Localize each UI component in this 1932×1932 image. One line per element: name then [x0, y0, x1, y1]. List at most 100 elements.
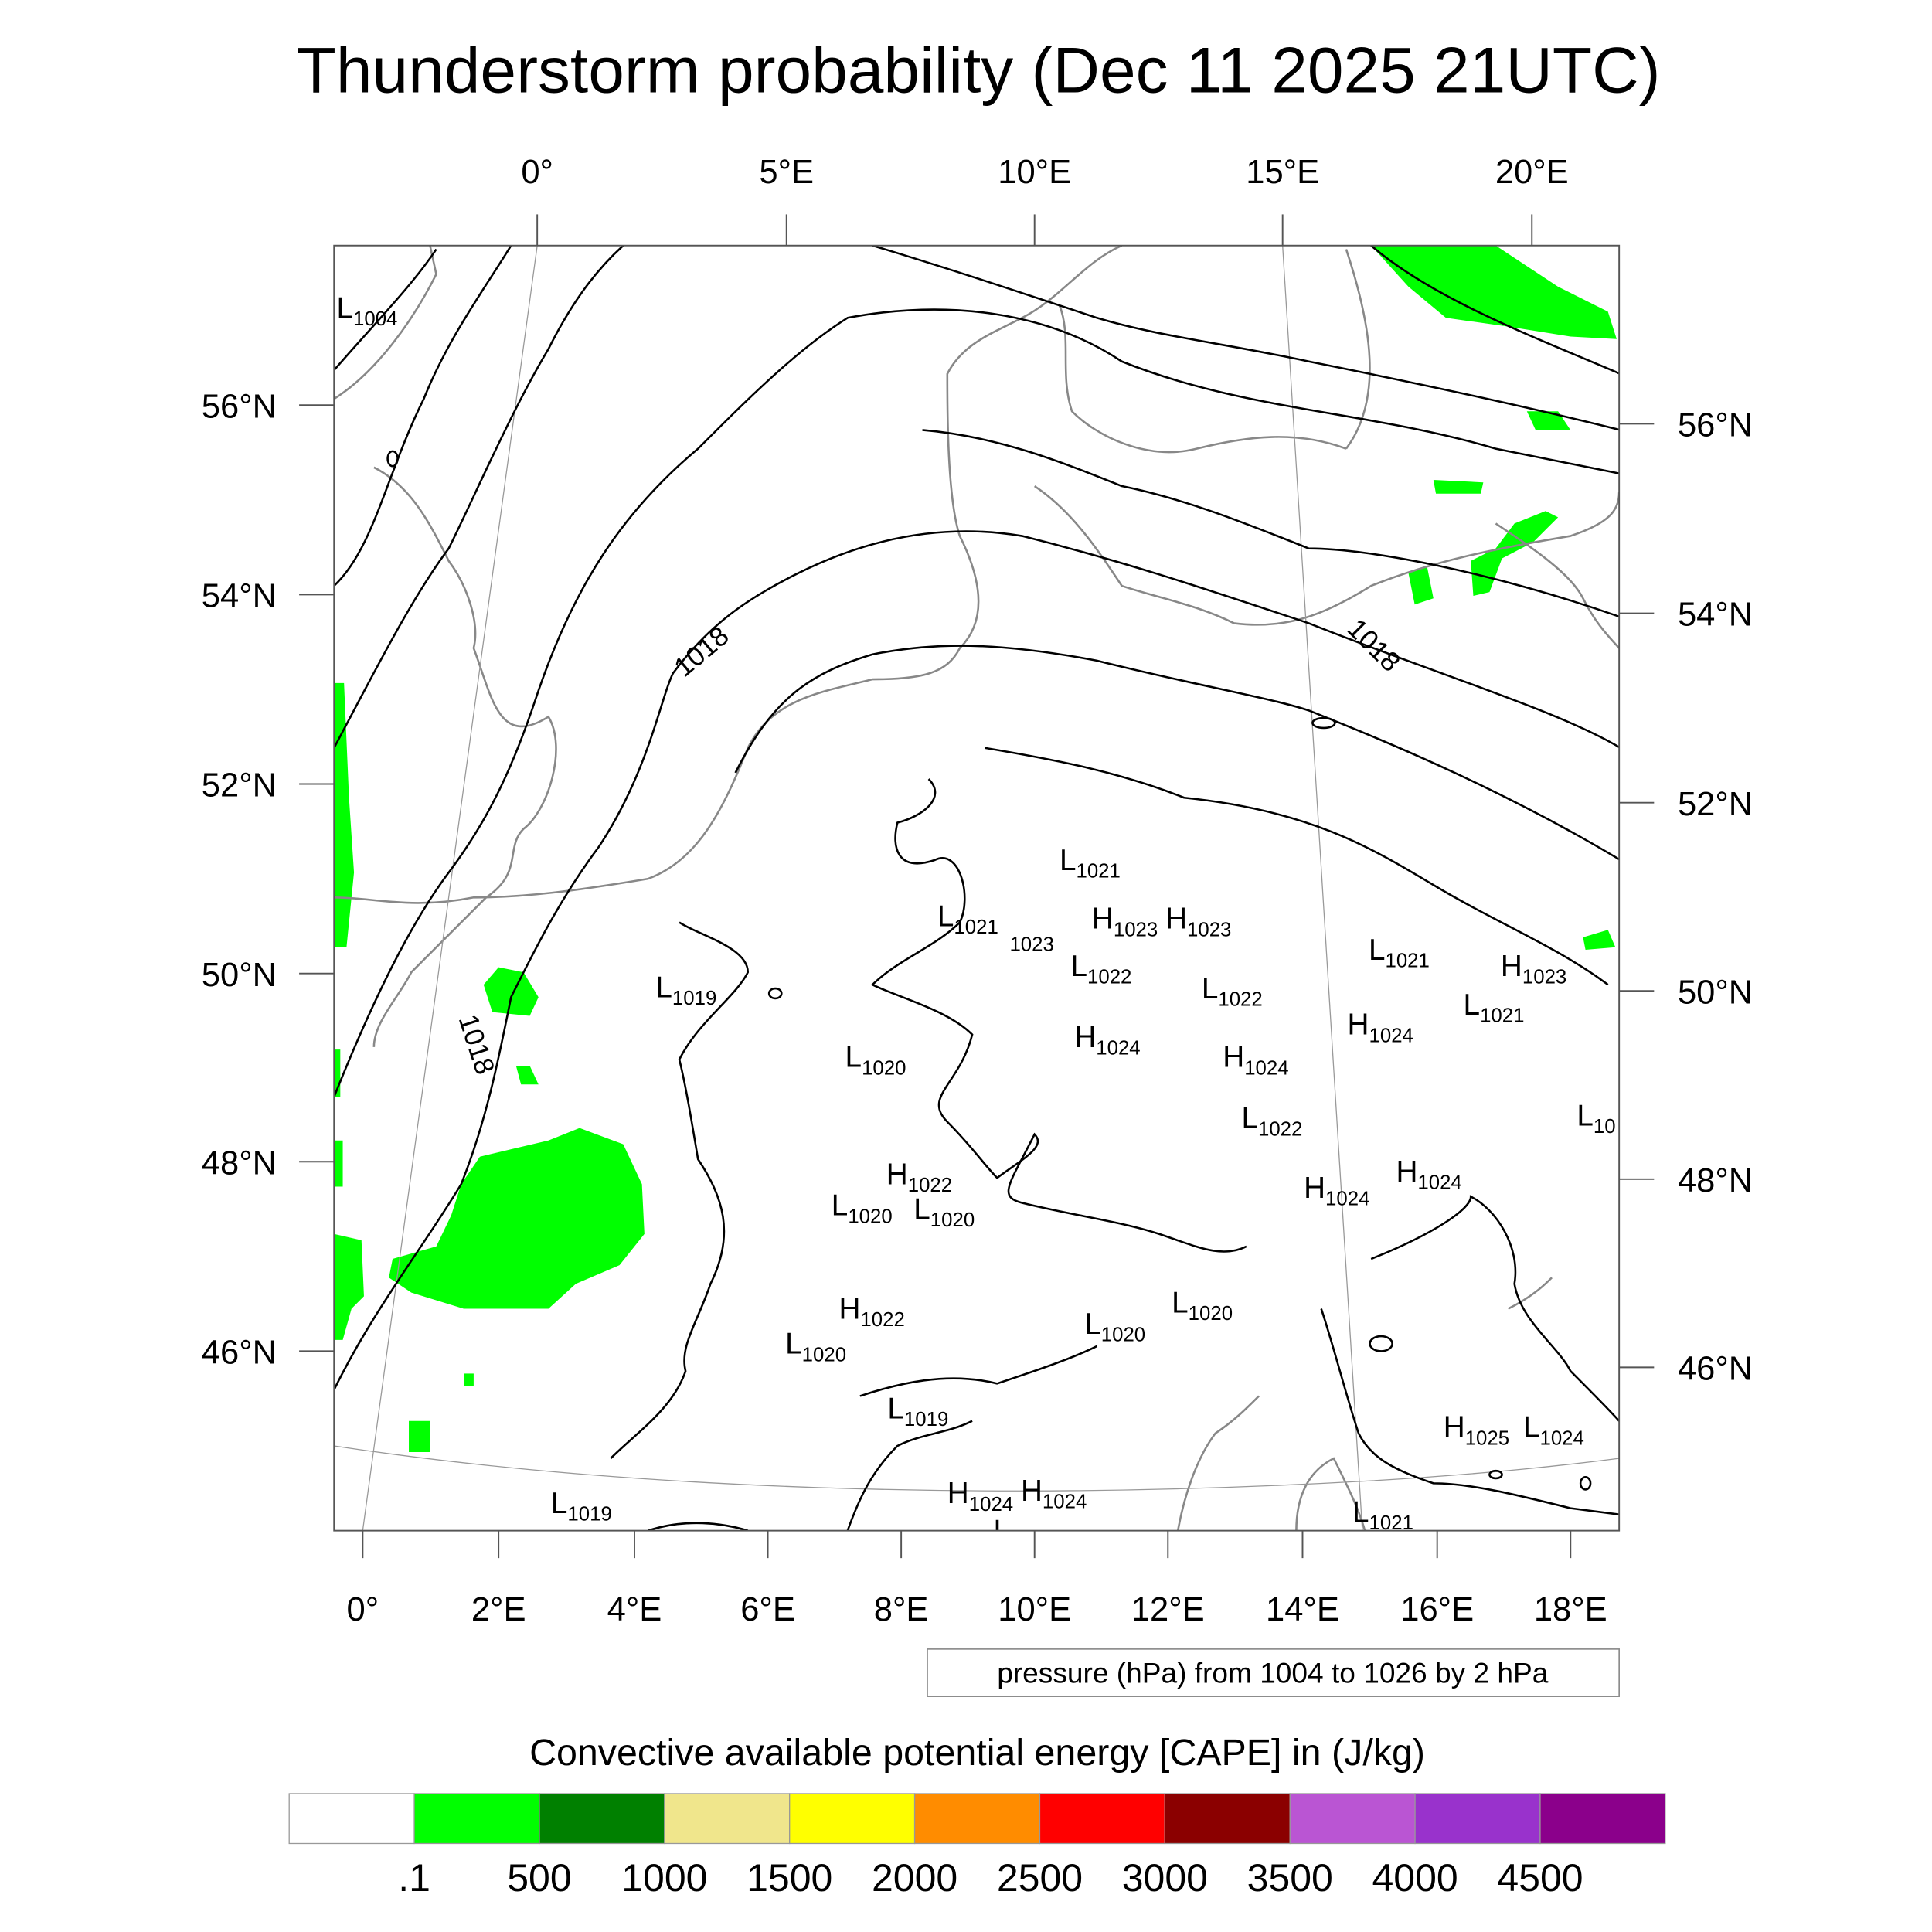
pressure-center-value: 1021 [1076, 860, 1120, 882]
pressure-center-value: 1022 [908, 1175, 952, 1196]
pressure-center-label: H1023 [1092, 903, 1158, 941]
pressure-center-type: L [993, 1515, 1010, 1548]
pressure-center-type: L [1070, 950, 1087, 983]
pressure-center-label: L1020 [785, 1328, 846, 1366]
left-lat-labels: 56°N 54°N 52°N 50°N 48°N 46°N [202, 388, 277, 1371]
lon-label: 5°E [759, 154, 814, 191]
lat-label: 50°N [202, 957, 277, 994]
pressure-center-value: 1022 [1087, 967, 1131, 988]
pressure-center-type: L [1369, 934, 1386, 967]
pressure-center-label: L1021 [1464, 988, 1525, 1027]
colorbar-label: .1 [398, 1856, 430, 1900]
pressure-center-label: L1020 [913, 1192, 975, 1231]
pressure-center-value: 1019 [904, 1409, 948, 1430]
pressure-center-label: L1020 [993, 1515, 1054, 1553]
lon-label: 16°E [1400, 1591, 1474, 1628]
pressure-center-type: H [1223, 1041, 1244, 1074]
contour-label: 1018 [453, 1011, 501, 1078]
cape-area [389, 1128, 645, 1309]
colorbar-label: 2000 [872, 1856, 957, 1900]
pressure-center-value: 1004 [353, 308, 397, 330]
colorbar: .1 500 1000 1500 2000 2500 3000 3500 4000 4500 [288, 1793, 1666, 1900]
top-lon-labels: 0° 5°E 10°E 15°E 20°E [521, 154, 1568, 191]
pressure-center-type: L [913, 1192, 930, 1226]
lon-label: 0° [347, 1591, 379, 1628]
pressure-center-value: 1020 [1101, 1324, 1145, 1345]
pressure-center-value: 1020 [1010, 1531, 1054, 1553]
colorbar-label: 1500 [747, 1856, 832, 1900]
lat-label: 56°N [202, 388, 277, 425]
pressure-center-type: L [1577, 1099, 1594, 1132]
pressure-center-label: L1022 [1202, 972, 1263, 1011]
pressure-center-label: L1004 [336, 291, 397, 330]
pressure-center-label: L1020 [832, 1189, 893, 1228]
contour-info-box: pressure (hPa) from 1004 to 1026 by 2 hP… [927, 1648, 1620, 1697]
pressure-center-type: L [845, 1041, 862, 1074]
pressure-center-value: 1023 [1009, 934, 1053, 956]
pressure-center-label: L1021 [937, 900, 998, 938]
pressure-center-label: 1023 [1009, 934, 1053, 956]
pressure-center-type: H [1074, 1021, 1096, 1054]
pressure-center-value: 1025 [1465, 1427, 1509, 1449]
pressure-center-type: H [1092, 903, 1114, 936]
colorbar-swatch [1414, 1793, 1541, 1845]
pressure-center-value: 1024 [1096, 1038, 1140, 1060]
pressure-center-label: L1019 [655, 971, 716, 1009]
lon-label: 2°E [471, 1591, 526, 1628]
coastlines [334, 245, 1620, 1531]
pressure-center-value: 1022 [860, 1309, 904, 1331]
isobars [334, 245, 1620, 1531]
lon-label: 4°E [607, 1591, 662, 1628]
colorbar-swatch [288, 1793, 415, 1845]
pressure-center-label: H1024 [947, 1477, 1013, 1515]
lon-label: 15°E [1246, 154, 1319, 191]
pressure-center-type: H [1304, 1172, 1325, 1205]
cape-area [334, 682, 355, 947]
pressure-center-value: 1022 [1218, 989, 1262, 1011]
pressure-center-type: H [947, 1477, 969, 1510]
colorbar-label: 3500 [1247, 1856, 1333, 1900]
pressure-center-label: L1021 [1352, 1495, 1413, 1534]
pressure-center-label: L1020 [845, 1041, 906, 1080]
pressure-center-type: H [1501, 950, 1522, 983]
lat-label: 46°N [202, 1335, 277, 1372]
pressure-center-value: 1024 [1417, 1172, 1461, 1194]
pressure-center-type: H [1021, 1475, 1043, 1508]
pressure-center-label: H1022 [838, 1292, 904, 1331]
colorbar-swatch [413, 1793, 540, 1845]
pressure-center-type: L [937, 900, 954, 933]
pressure-center-value: 10 [1594, 1116, 1616, 1138]
colorbar-swatch [1289, 1793, 1416, 1845]
lat-label: 48°N [1678, 1162, 1753, 1199]
pressure-center-label: H1024 [1021, 1475, 1087, 1513]
colorbar-swatch [1164, 1793, 1291, 1845]
pressure-center-type: L [1241, 1102, 1258, 1135]
pressure-center-type: L [551, 1487, 568, 1520]
pressure-center-value: 1020 [862, 1057, 906, 1079]
pressure-center-type: L [336, 291, 353, 325]
pressure-center-type: H [1396, 1155, 1417, 1189]
pressure-center-label: H1024 [1304, 1172, 1369, 1210]
pressure-center-value: 1019 [567, 1504, 611, 1526]
pressure-center-label: H1024 [1223, 1041, 1288, 1080]
lat-label: 54°N [202, 577, 277, 614]
pressure-center-type: L [1060, 844, 1077, 877]
pressure-center-label: H1023 [1165, 903, 1231, 941]
pressure-center-label: H1024 [1074, 1021, 1140, 1060]
pressure-center-label: L10 [1577, 1099, 1615, 1138]
cape-area [515, 1066, 539, 1085]
lon-label: 12°E [1131, 1591, 1205, 1628]
pressure-center-type: L [1523, 1411, 1540, 1444]
pressure-center-type: L [785, 1328, 802, 1361]
pressure-center-value: 1021 [954, 917, 998, 938]
pressure-center-value: 1024 [1369, 1025, 1413, 1046]
lon-label: 18°E [1534, 1591, 1607, 1628]
pressure-center-value: 1024 [1325, 1189, 1369, 1210]
pressure-center-label: L1021 [1060, 844, 1121, 883]
cape-area [1526, 411, 1571, 430]
colorbar-swatch [664, 1793, 791, 1845]
pressure-center-value: 1021 [1385, 951, 1429, 972]
axis-ticks [299, 214, 1655, 1559]
pressure-center-label: H1025 [1444, 1411, 1509, 1450]
